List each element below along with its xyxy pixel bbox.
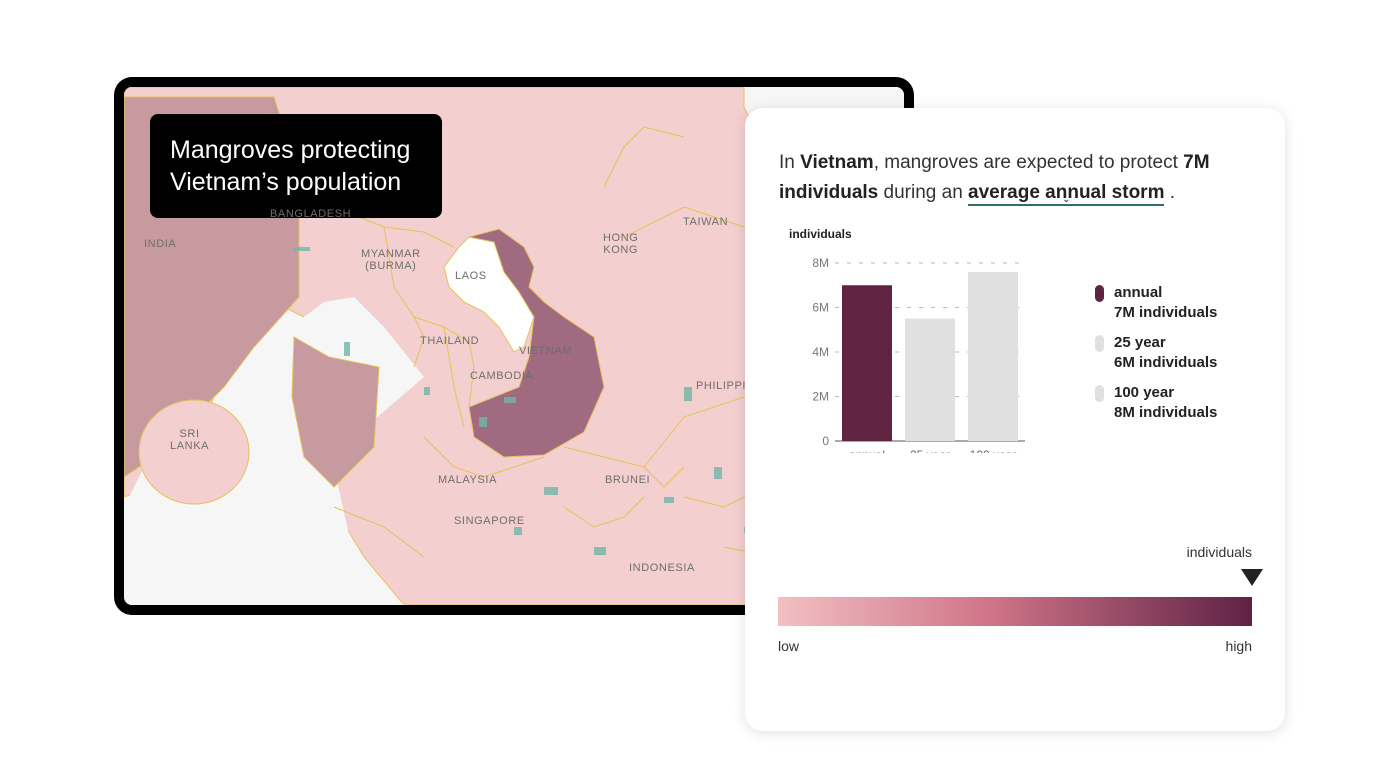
color-scale-bar xyxy=(778,597,1252,626)
sentence-end: . xyxy=(1164,182,1176,203)
legend-name: 25 year xyxy=(1114,334,1166,351)
legend-swatch-100-year xyxy=(1095,385,1104,402)
map-label-taiwan: TAIWAN xyxy=(683,216,729,228)
bar-25-year xyxy=(905,318,955,441)
scale-low-label: low xyxy=(778,638,800,654)
bar-annual xyxy=(842,285,892,441)
storm-type-value: average annual storm xyxy=(968,182,1165,203)
legend-swatch-annual xyxy=(1095,285,1104,302)
chart-legend: annual 7M individuals 25 year 6M individ… xyxy=(1095,283,1217,433)
summary-sentence: In Vietnam, mangroves are expected to pr… xyxy=(779,148,1249,208)
y-tick-label: 2M xyxy=(812,390,829,404)
map-label-brunei: BRUNEI xyxy=(605,474,651,486)
map-label-philippines: PHILIPPI xyxy=(696,380,747,392)
map-label-cambodia: CAMBODIA xyxy=(470,370,534,382)
x-tick-label: annual xyxy=(849,448,885,453)
map-label-laos: LAOS xyxy=(455,270,487,282)
info-card: In Vietnam, mangroves are expected to pr… xyxy=(745,108,1285,731)
map-label-indonesia: INDONESIA xyxy=(629,562,695,574)
map-label-sri-lanka: SRI LANKA xyxy=(170,428,210,452)
map-label-thailand: THAILAND xyxy=(420,335,480,347)
y-tick-label: 4M xyxy=(812,345,829,359)
map-title-box: Mangroves protecting Vietnam’s populatio… xyxy=(150,114,442,218)
storm-type-dropdown[interactable]: average annual storm ⌄ xyxy=(968,182,1165,206)
map-label-vietnam: VIETNAM xyxy=(519,345,573,357)
protected-amount: 7M individuals xyxy=(779,152,1210,203)
map-label-india: INDIA xyxy=(144,238,177,250)
legend-value: 8M individuals xyxy=(1114,404,1218,421)
scale-marker-icon xyxy=(1241,569,1263,586)
map-label-hong-kong: HONG KONG xyxy=(603,232,639,256)
chart-y-label: individuals xyxy=(789,227,852,241)
sentence-during: during an xyxy=(878,182,969,203)
legend-value: 6M individuals xyxy=(1114,354,1218,371)
map-title-line2: Vietnam’s population xyxy=(170,168,402,196)
sri-lanka-zone xyxy=(138,399,250,505)
scale-high-label: high xyxy=(1225,638,1252,654)
map-label-myanmar: MYANMAR (BURMA) xyxy=(361,248,421,272)
bar-100-year xyxy=(968,271,1018,441)
country-name: Vietnam xyxy=(800,152,874,173)
map-label-malaysia: MALAYSIA xyxy=(438,474,498,486)
bar-chart: 0 2M 4M 6M 8M annual 25 year 100 year xyxy=(812,256,1025,453)
y-tick-label: 8M xyxy=(812,256,829,270)
scale-title: individuals xyxy=(1186,544,1252,560)
x-tick-label: 100 year xyxy=(970,448,1017,453)
legend-item-100-year: 100 year 8M individuals xyxy=(1095,383,1217,423)
legend-value: 7M individuals xyxy=(1114,304,1218,321)
sentence-mid: , mangroves are expected to protect xyxy=(873,152,1184,173)
legend-name: annual xyxy=(1114,284,1163,301)
vietnam-selected[interactable] xyxy=(468,228,605,458)
legend-name: 100 year xyxy=(1114,384,1175,401)
sentence-prefix: In xyxy=(779,152,801,173)
y-tick-label: 6M xyxy=(812,301,829,315)
map-title-line1: Mangroves protecting xyxy=(170,136,411,164)
chevron-down-icon: ⌄ xyxy=(1062,194,1071,204)
legend-item-25-year: 25 year 6M individuals xyxy=(1095,333,1217,373)
map-label-singapore: SINGAPORE xyxy=(454,515,525,527)
legend-swatch-25-year xyxy=(1095,335,1104,352)
legend-item-annual: annual 7M individuals xyxy=(1095,283,1217,323)
map-label-bangladesh: BANGLADESH xyxy=(270,208,352,220)
andaman-region xyxy=(291,336,380,488)
y-tick-label: 0 xyxy=(822,434,829,448)
x-tick-label: 25 year xyxy=(910,448,950,453)
